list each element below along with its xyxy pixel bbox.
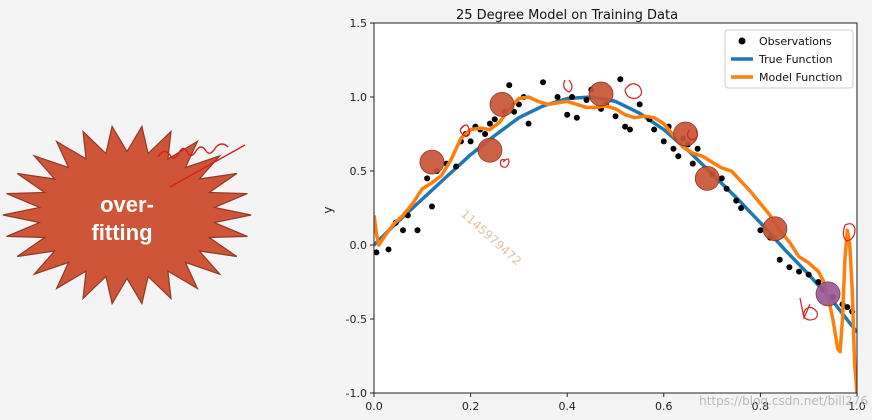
observation-point: [525, 120, 532, 127]
observation-point: [453, 163, 460, 170]
observation-point: [617, 76, 624, 83]
y-tick-label: -0.5: [346, 313, 367, 326]
starburst-line-2: fitting: [91, 220, 152, 245]
chart-title: 25 Degree Model on Training Data: [456, 8, 678, 23]
y-axis-label: y: [321, 206, 335, 213]
x-tick-label: 0.2: [462, 400, 480, 413]
observation-point: [515, 101, 522, 108]
y-tick-label: 0.5: [350, 165, 368, 178]
y-tick-label: 0.0: [350, 239, 368, 252]
observation-point: [675, 153, 682, 160]
observation-point: [757, 227, 764, 234]
y-tick-label: -1.0: [346, 387, 367, 400]
observation-point: [723, 185, 730, 192]
plot-content: [374, 76, 857, 393]
observation-point: [660, 138, 667, 145]
x-tick-label: 0.8: [752, 400, 770, 413]
observation-point: [414, 227, 421, 234]
observation-point: [569, 94, 576, 100]
observation-point: [583, 96, 590, 103]
legend-box: [724, 29, 854, 89]
observation-point: [733, 197, 740, 204]
handwritten-loop: [624, 83, 643, 99]
chart: 25 Degree Model on Training Data y 0.0 0.…: [321, 8, 868, 413]
handwritten-loop: [499, 158, 510, 168]
observation-point: [636, 101, 643, 108]
annotation-circle: [694, 165, 720, 191]
plot-area: 0.0 0.2 0.4 0.6 0.8 1.0 -1.0 -0.5 0.0 0.5 1.0 1.5 Ob…: [346, 17, 866, 413]
observation-point: [491, 116, 498, 123]
observation-point: [554, 94, 561, 100]
observation-point: [670, 145, 677, 152]
y-tick-label: 1.5: [350, 17, 368, 30]
observation-point: [844, 304, 851, 311]
legend-label: True Function: [758, 53, 833, 66]
observation-point: [612, 113, 619, 120]
observation-point: [815, 279, 822, 285]
observation-point: [718, 175, 725, 182]
observation-point: [573, 114, 580, 121]
handwritten-loop: [686, 129, 698, 141]
observation-point: [482, 131, 489, 137]
observation-point: [564, 111, 571, 118]
watermark-url: https://blog.csdn.net/bill276: [699, 394, 868, 408]
handwritten-loop: [842, 223, 856, 242]
legend-label: Observations: [759, 35, 832, 48]
observation-point: [467, 138, 474, 145]
observation-point: [694, 145, 701, 152]
observation-point: [622, 123, 629, 130]
annotation-circle: [815, 281, 841, 307]
plot-frame: [373, 22, 858, 394]
observation-point: [626, 126, 633, 133]
handwritten-loop: [563, 79, 573, 93]
observation-point: [738, 205, 745, 211]
annotation-circle: [477, 137, 503, 163]
observation-point: [786, 264, 793, 271]
observation-point: [486, 120, 493, 127]
y-tick-label: 1.0: [350, 91, 368, 104]
handwritten-loop: [459, 124, 470, 137]
annotation-circle: [588, 81, 614, 107]
observation-point: [796, 268, 803, 275]
annotation-circle: [673, 121, 698, 147]
starburst-shape: [2, 124, 252, 306]
handwritten-scribble: [157, 143, 246, 188]
overfitting-starburst: over- fitting: [2, 124, 252, 306]
x-tick-label: 0.0: [365, 400, 383, 413]
x-tick-label: 0.6: [655, 400, 673, 413]
annotation-circle: [489, 92, 515, 117]
observation-point: [506, 82, 513, 89]
annotation-circle: [762, 216, 788, 242]
legend-label: Model Function: [759, 71, 842, 84]
observation-point: [374, 249, 380, 256]
x-tick-label: 1.0: [848, 400, 866, 413]
observation-point: [805, 271, 812, 278]
observation-point: [776, 256, 783, 263]
observation-point: [385, 246, 392, 253]
observation-point: [428, 203, 435, 210]
x-tick-label: 0.4: [558, 400, 576, 413]
observation-point: [424, 175, 431, 182]
annotation-circle: [419, 149, 445, 175]
observation-point: [651, 126, 658, 133]
observation-point: [689, 160, 696, 167]
handwritten-loop: [799, 297, 811, 321]
observation-point: [399, 227, 406, 234]
starburst-line-1: over-: [100, 192, 154, 217]
observation-point: [540, 79, 547, 86]
legend-marker: [738, 37, 746, 45]
